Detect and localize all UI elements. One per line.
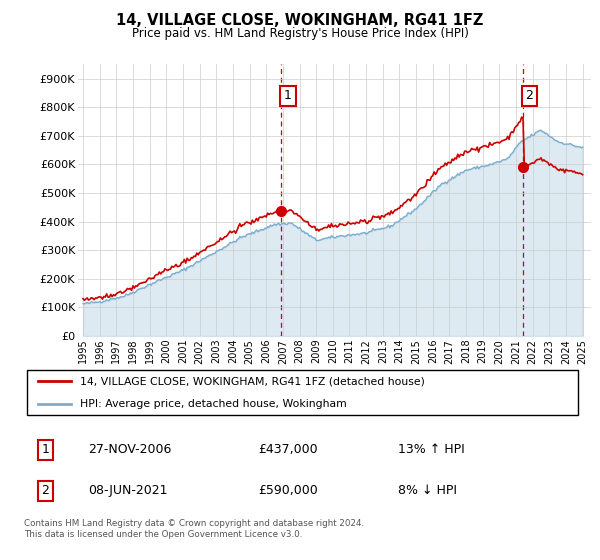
Text: 14, VILLAGE CLOSE, WOKINGHAM, RG41 1FZ: 14, VILLAGE CLOSE, WOKINGHAM, RG41 1FZ [116,13,484,28]
Text: HPI: Average price, detached house, Wokingham: HPI: Average price, detached house, Woki… [80,399,347,409]
Text: 1: 1 [284,90,292,102]
Text: 27-NOV-2006: 27-NOV-2006 [88,444,172,456]
Text: 08-JUN-2021: 08-JUN-2021 [88,484,167,497]
Text: 13% ↑ HPI: 13% ↑ HPI [398,444,464,456]
Text: £437,000: £437,000 [259,444,318,456]
Text: Price paid vs. HM Land Registry's House Price Index (HPI): Price paid vs. HM Land Registry's House … [131,27,469,40]
Text: 1: 1 [41,444,49,456]
Text: 8% ↓ HPI: 8% ↓ HPI [398,484,457,497]
Text: 2: 2 [526,90,533,102]
Text: £590,000: £590,000 [259,484,318,497]
Text: 14, VILLAGE CLOSE, WOKINGHAM, RG41 1FZ (detached house): 14, VILLAGE CLOSE, WOKINGHAM, RG41 1FZ (… [80,376,425,386]
FancyBboxPatch shape [27,370,578,415]
Text: 2: 2 [41,484,49,497]
Text: Contains HM Land Registry data © Crown copyright and database right 2024.
This d: Contains HM Land Registry data © Crown c… [24,519,364,539]
